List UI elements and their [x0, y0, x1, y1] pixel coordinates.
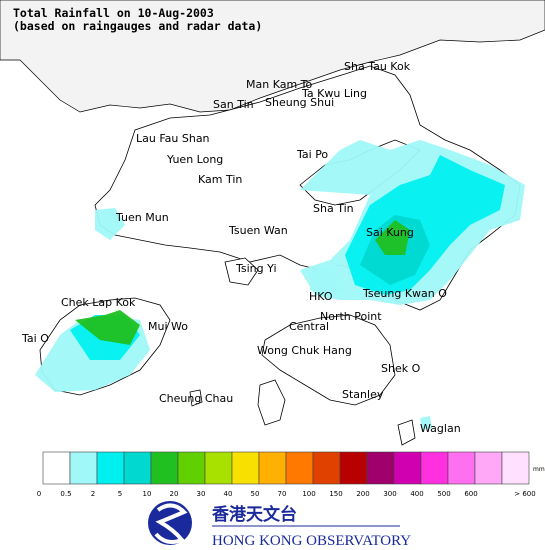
- place-label: Cheung Chau: [159, 392, 233, 405]
- cheung-chau: [189, 389, 203, 407]
- tsing-yi: [224, 257, 259, 286]
- logo: 香港天文台 HONG KONG OBSERVATORY: [148, 501, 411, 549]
- legend-swatch: [42, 451, 71, 485]
- legend-swatch: [258, 451, 287, 485]
- legend-tick-label: 200: [356, 490, 369, 498]
- legend-swatch: [231, 451, 260, 485]
- place-label: Sha Tin: [313, 202, 354, 215]
- place-label: Sai Kung: [366, 226, 414, 239]
- legend-swatch: [123, 451, 152, 485]
- place-label: Shek O: [381, 362, 421, 375]
- place-label: Tai Po: [296, 148, 328, 161]
- place-label: Kam Tin: [198, 173, 242, 186]
- place-label: Sha Tau Kok: [344, 60, 411, 73]
- place-label: Tuen Mun: [115, 211, 169, 224]
- hong-kong-island: [261, 314, 396, 406]
- legend-unit: mm: [533, 466, 545, 473]
- place-label: Yuen Long: [166, 153, 223, 166]
- legend-swatch: [501, 451, 530, 485]
- place-label: Lau Fau Shan: [136, 132, 210, 145]
- place-label: Tsuen Wan: [228, 224, 288, 237]
- legend-tick-label: 500: [437, 490, 450, 498]
- rain-area: [75, 310, 140, 345]
- legend-swatch: [150, 451, 179, 485]
- place-label: HKO: [309, 290, 333, 303]
- legend-tick-label: 300: [383, 490, 396, 498]
- place-label: San Tin: [213, 98, 254, 111]
- legend-tick-label: 40: [224, 490, 233, 498]
- place-label: Sheung Shui: [265, 96, 334, 109]
- rain-area: [95, 208, 125, 240]
- legend-tick-label: 20: [170, 490, 179, 498]
- legend-swatch: [420, 451, 449, 485]
- logo-emblem: [148, 501, 192, 545]
- legend-tick-label: 150: [329, 490, 342, 498]
- place-label: Tseung Kwan O: [362, 287, 447, 300]
- legend-swatch: [312, 451, 341, 485]
- rain-areas: [35, 140, 525, 430]
- place-label: Wong Chuk Hang: [257, 344, 352, 357]
- legend-tick-label: 2: [91, 490, 95, 498]
- map-title: Total Rainfall on 10-Aug-2003: [13, 6, 214, 20]
- legend-tick-label: 70: [278, 490, 287, 498]
- rain-area: [420, 416, 432, 430]
- map-subtitle: (based on raingauges and radar data): [13, 19, 262, 33]
- place-label: Central: [289, 320, 329, 333]
- logo-swirl: [154, 503, 188, 544]
- legend-tick-label: 30: [197, 490, 206, 498]
- legend-overflow-label: > 600: [514, 490, 535, 498]
- mainland: [0, 0, 545, 113]
- legend-swatch: [447, 451, 476, 485]
- legend-swatch: [285, 451, 314, 485]
- legend-tick-label: 10: [143, 490, 152, 498]
- logo-chinese: 香港天文台: [212, 504, 297, 525]
- legend-swatch: [339, 451, 368, 485]
- rain-area: [375, 220, 410, 255]
- waglan-islands: [397, 419, 416, 446]
- place-label: Mui Wo: [148, 320, 188, 333]
- legend-tick-label: 400: [410, 490, 423, 498]
- legend-swatch: [204, 451, 233, 485]
- place-label: Tsing Yi: [235, 262, 277, 275]
- legend-swatch: [96, 451, 125, 485]
- legend-tick-label: 600: [464, 490, 477, 498]
- place-label: Tai O: [21, 332, 49, 345]
- rain-area: [310, 265, 345, 300]
- place-label: Stanley: [342, 388, 384, 401]
- place-label: North Point: [320, 310, 382, 323]
- legend-tick-label: 100: [302, 490, 315, 498]
- legend: 0 0.5 2 5 10 20 30 40 50 70 100 150 200 300 400 500 600 >…: [37, 451, 545, 498]
- lamma-island: [257, 379, 286, 426]
- place-label: Man Kam To: [246, 78, 313, 91]
- legend-tick-label: 50: [251, 490, 260, 498]
- legend-tick-label: 0: [37, 490, 41, 498]
- place-label: Ta Kwu Ling: [301, 87, 367, 100]
- legend-swatch: [474, 451, 503, 485]
- legend-tick-label: 0.5: [60, 490, 71, 498]
- legend-swatch: [393, 451, 422, 485]
- place-label: Waglan: [420, 422, 461, 435]
- legend-swatch: [366, 451, 395, 485]
- legend-swatch: [69, 451, 98, 485]
- legend-swatch: [177, 451, 206, 485]
- legend-tick-label: 5: [118, 490, 122, 498]
- logo-english: HONG KONG OBSERVATORY: [212, 533, 411, 549]
- place-label: Chek Lap Kok: [61, 296, 136, 309]
